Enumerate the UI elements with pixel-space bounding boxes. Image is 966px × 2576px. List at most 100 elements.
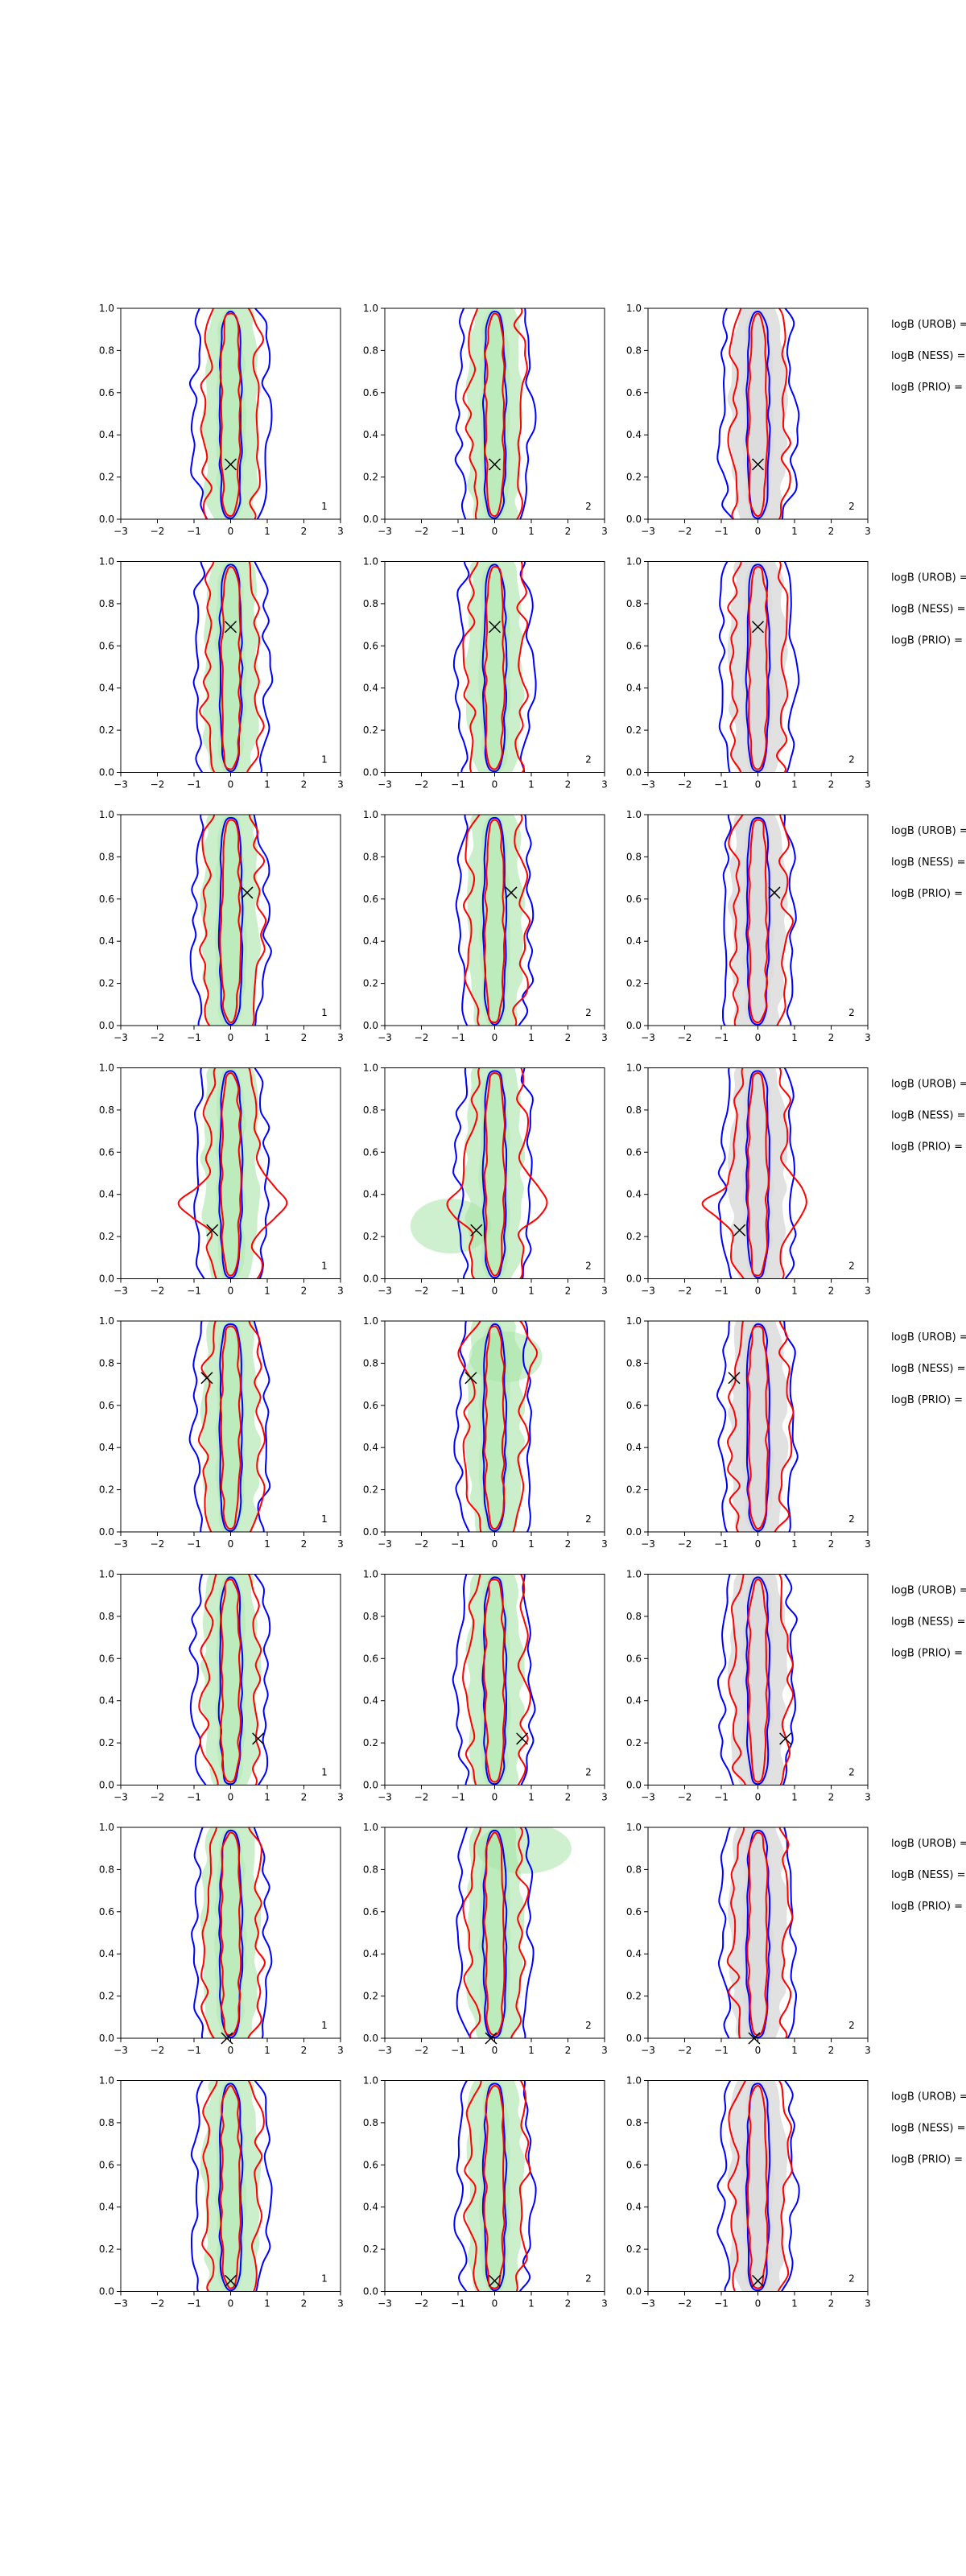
x-tick-label: 0 <box>755 779 762 791</box>
subplot-r3-c3: −3 −2 −1 0 1 2 3 0.0 0.2 0.4 0.6 0.8 1.0 2 <box>626 809 871 1043</box>
x-tick-label: −2 <box>151 1538 165 1550</box>
x-tick-label: 3 <box>865 2298 871 2310</box>
x-tick-label: 2 <box>828 1792 835 1803</box>
red-contour-inner <box>220 1831 242 2037</box>
x-tick-label: −1 <box>451 526 465 537</box>
y-tick-label: 0.4 <box>363 935 378 947</box>
y-tick-label: 1.0 <box>99 303 114 314</box>
x-tick-label: 0 <box>755 2298 762 2310</box>
logb-label-1: logB (UROB) = <box>891 1331 966 1344</box>
y-tick-label: 0.2 <box>99 472 114 483</box>
subplot-r4-c1: −3 −2 −1 0 1 2 3 0.0 0.2 0.4 0.6 0.8 1.0 1 <box>99 1063 344 1297</box>
y-tick-label: 0.4 <box>363 429 378 440</box>
y-tick-label: 0.6 <box>626 1906 642 1918</box>
x-tick-label: 1 <box>528 779 535 791</box>
subplot-row-5: −3 −2 −1 0 1 2 3 0.0 0.2 0.4 0.6 0.8 1.0 1 −3 −2 −1 0 1 2 3 0… <box>99 1315 966 1550</box>
panel-number: 2 <box>848 754 855 766</box>
y-tick-label: 0.8 <box>99 1611 114 1622</box>
red-contour-inner <box>483 1071 506 1277</box>
y-tick-label: 0.4 <box>363 683 378 694</box>
x-tick-label: −2 <box>151 2045 165 2056</box>
x-tick-label: −1 <box>451 2298 465 2310</box>
x-tick-label: 0 <box>228 1538 234 1550</box>
y-tick-label: 0.8 <box>363 1357 378 1368</box>
x-tick-label: 2 <box>828 1538 835 1550</box>
y-tick-label: 0.2 <box>363 2244 378 2255</box>
y-tick-label: 0.0 <box>626 2033 642 2044</box>
x-tick-label: 1 <box>528 526 535 537</box>
panel-number: 1 <box>321 1261 328 1272</box>
y-tick-label: 0.6 <box>626 1146 642 1158</box>
marker-x <box>488 458 502 471</box>
subplot-r6-c1: −3 −2 −1 0 1 2 3 0.0 0.2 0.4 0.6 0.8 1.0 1 <box>99 1569 344 1803</box>
subplot-row-1: −3 −2 −1 0 1 2 3 0.0 0.2 0.4 0.6 0.8 1.0 1 −3 −2 −1 0 1 2 3 0… <box>99 303 966 537</box>
x-tick-label: 0 <box>492 2298 498 2310</box>
y-tick-label: 0.0 <box>363 1020 378 1031</box>
y-tick-label: 0.0 <box>626 514 642 525</box>
y-tick-label: 0.0 <box>363 1526 378 1538</box>
panel-number: 2 <box>848 1261 855 1272</box>
x-tick-label: 0 <box>755 1032 762 1043</box>
subplot-r1-c3: −3 −2 −1 0 1 2 3 0.0 0.2 0.4 0.6 0.8 1.0 2 <box>626 303 871 537</box>
density-contours <box>718 561 800 773</box>
red-contour-inner <box>483 1578 506 1783</box>
red-contour-outer <box>701 1067 807 1279</box>
x-tick-label: −1 <box>187 779 201 791</box>
density-fill-outer <box>464 561 525 773</box>
blue-contour-outer <box>716 1574 798 1785</box>
blue-contour-inner <box>481 1323 508 1532</box>
red-contour-inner <box>746 1071 770 1277</box>
x-tick-label: 2 <box>565 1286 572 1297</box>
x-tick-label: 0 <box>228 526 234 537</box>
red-contour-outer <box>727 2080 793 2292</box>
y-tick-label: 1.0 <box>99 1063 114 1074</box>
x-tick-label: −3 <box>114 1032 128 1043</box>
red-contour-inner <box>746 312 769 518</box>
x-tick-label: 1 <box>528 1792 535 1803</box>
y-tick-label: 0.0 <box>363 767 378 778</box>
x-tick-label: 3 <box>601 1792 608 1803</box>
logb-label-1: logB (UROB) = <box>891 572 966 584</box>
y-tick-label: 0.8 <box>99 2117 114 2128</box>
x-tick-label: 1 <box>264 1032 270 1043</box>
subplot-r1-c2: −3 −2 −1 0 1 2 3 0.0 0.2 0.4 0.6 0.8 1.0 2 <box>363 303 608 537</box>
x-tick-label: −3 <box>114 1538 128 1550</box>
density-fill-inner <box>741 1828 774 2038</box>
y-tick-label: 0.4 <box>363 1948 378 1959</box>
y-tick-label: 0.6 <box>99 2159 114 2170</box>
y-tick-label: 0.8 <box>99 1864 114 1875</box>
logb-label-3: logB (PRIO) = <box>891 382 963 394</box>
y-tick-label: 0.0 <box>99 2033 114 2044</box>
x-tick-label: 1 <box>264 1792 270 1803</box>
density-contours <box>188 1574 271 1785</box>
red-contour-inner <box>220 1578 242 1783</box>
blue-contour-outer <box>191 1827 273 2038</box>
marker-x <box>751 621 765 634</box>
blue-contour-inner <box>481 1829 508 2038</box>
density-contours <box>716 308 800 519</box>
x-tick-label: −3 <box>378 1538 392 1550</box>
x-tick-label: −3 <box>641 1538 655 1550</box>
density-fill-outer <box>200 2080 262 2292</box>
x-tick-label: −1 <box>451 2045 465 2056</box>
x-tick-label: 1 <box>791 1792 798 1803</box>
logb-label-3: logB (PRIO) = <box>891 2154 963 2166</box>
x-tick-label: 1 <box>528 1032 535 1043</box>
x-tick-label: 3 <box>601 2298 608 2310</box>
y-tick-label: 0.4 <box>99 2202 114 2213</box>
subplot-r4-c2: −3 −2 −1 0 1 2 3 0.0 0.2 0.4 0.6 0.8 1.0 2 <box>363 1063 608 1297</box>
x-tick-label: 2 <box>828 526 835 537</box>
logb-label-2: logB (NESS) = <box>891 1616 965 1629</box>
y-tick-label: 0.4 <box>99 1695 114 1707</box>
x-tick-label: 2 <box>301 1032 308 1043</box>
y-tick-label: 0.0 <box>99 2286 114 2297</box>
red-contour-outer <box>726 1827 794 2038</box>
y-tick-label: 1.0 <box>99 1569 114 1580</box>
x-tick-label: 2 <box>565 1538 572 1550</box>
x-tick-label: 0 <box>755 1538 762 1550</box>
x-tick-label: 0 <box>492 1792 498 1803</box>
x-tick-label: 3 <box>601 1032 608 1043</box>
x-tick-label: 1 <box>264 2298 270 2310</box>
y-tick-label: 0.4 <box>626 2202 642 2213</box>
x-tick-label: −1 <box>451 1032 465 1043</box>
